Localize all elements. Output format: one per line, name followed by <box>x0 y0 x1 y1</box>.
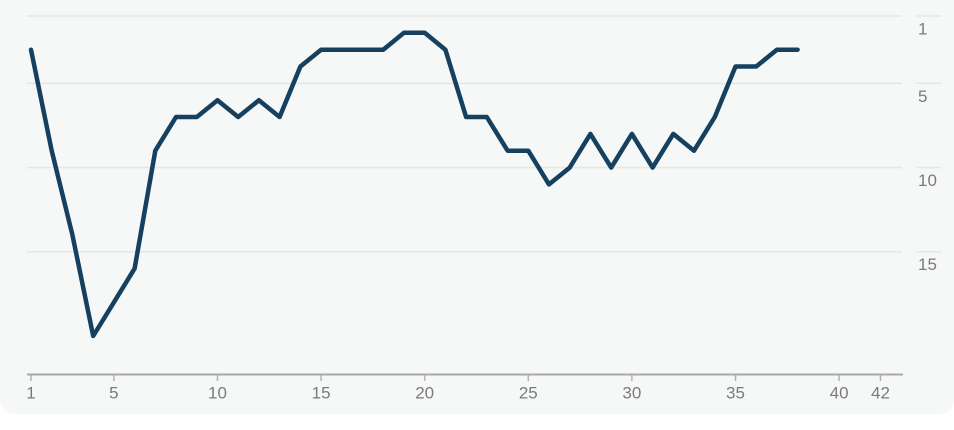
y-tick-label: 15 <box>918 255 937 274</box>
x-tick-label: 35 <box>726 383 745 402</box>
series-line <box>28 30 800 339</box>
chart-card: 1 5 10 15 1 5 10 15 20 25 30 35 40 42 <box>26 15 941 403</box>
y-tick-label: 5 <box>918 87 927 106</box>
x-tick-label: 40 <box>830 383 849 402</box>
y-tick-label: 1 <box>918 19 927 38</box>
x-tick-label: 20 <box>415 383 434 402</box>
x-tick-label: 5 <box>109 383 118 402</box>
x-tick-label: 42 <box>871 383 890 402</box>
x-tick-label: 30 <box>622 383 641 402</box>
x-tick-label: 10 <box>208 383 227 402</box>
x-tick-label: 25 <box>519 383 538 402</box>
y-tick-label: 10 <box>918 171 937 190</box>
x-tick-label: 1 <box>26 383 35 402</box>
x-tick-label: 15 <box>312 383 331 402</box>
